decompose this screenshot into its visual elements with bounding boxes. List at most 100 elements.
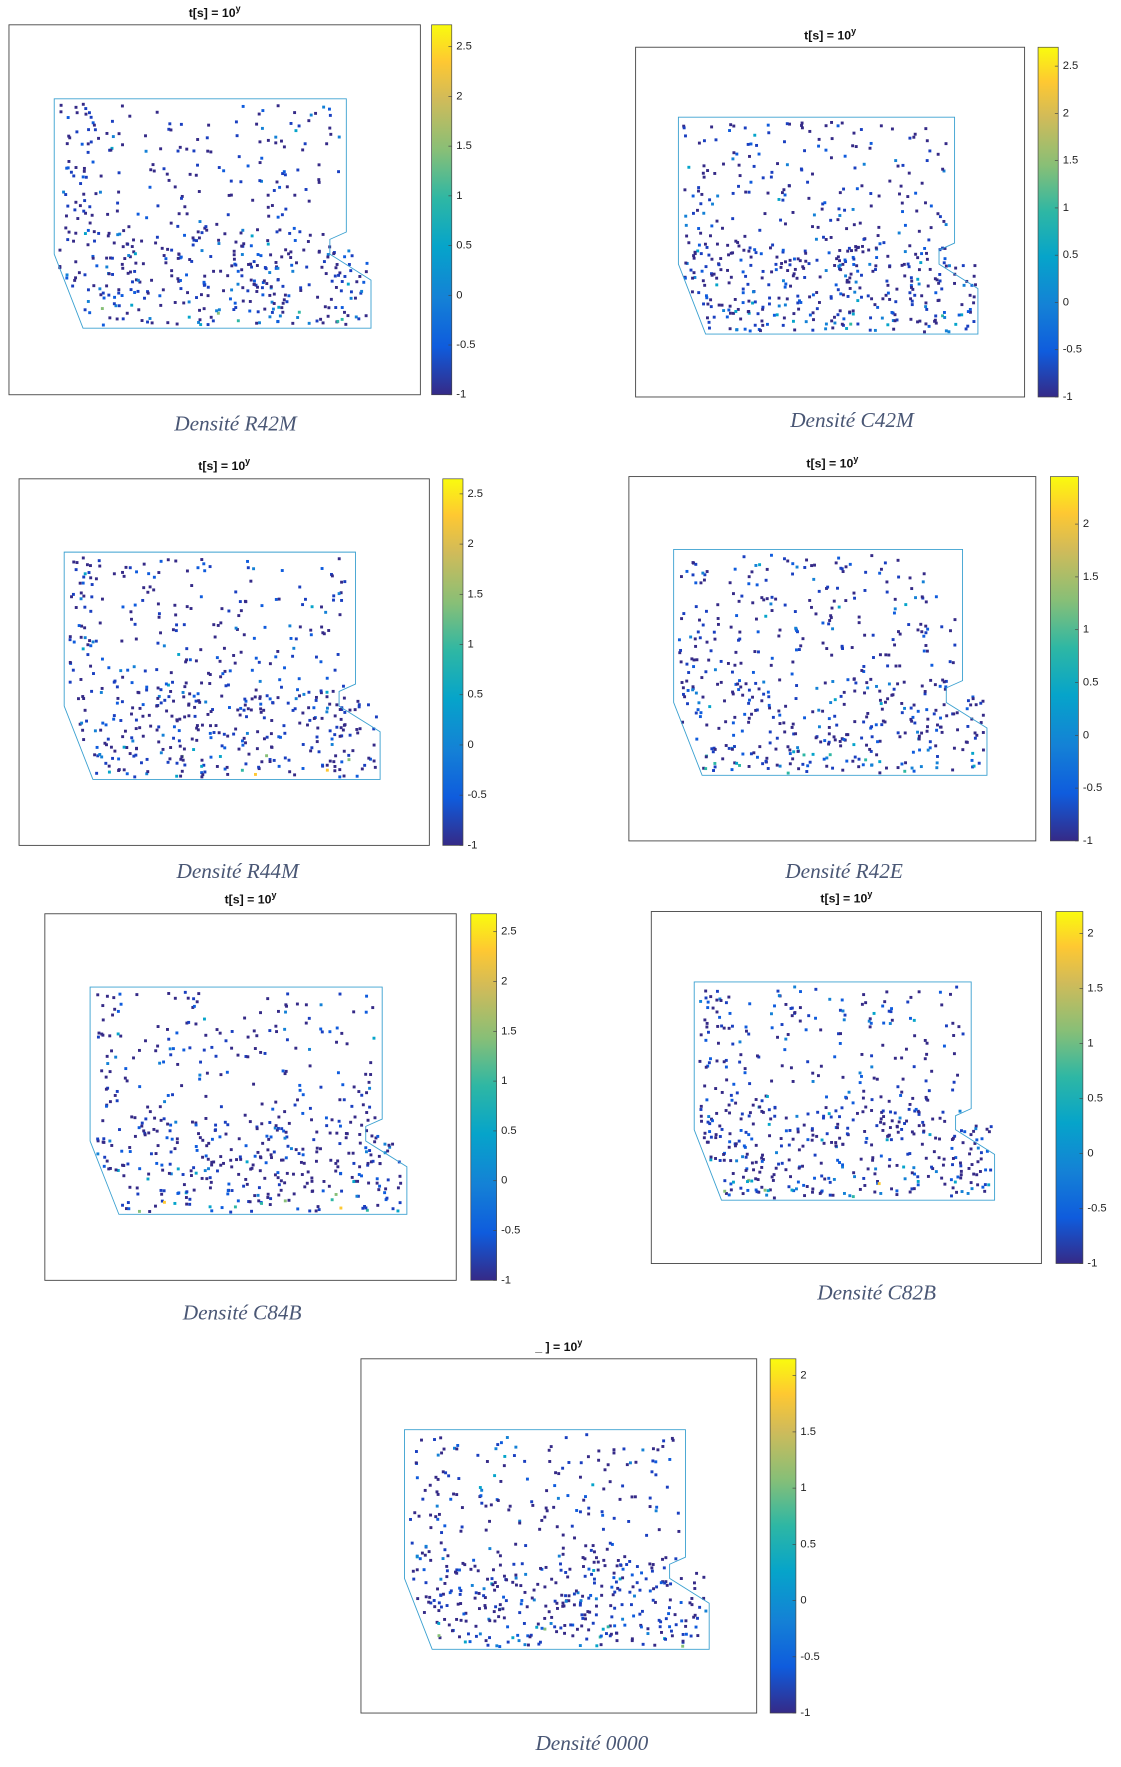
density-cell xyxy=(974,1127,978,1131)
density-cell xyxy=(903,223,907,227)
density-cell xyxy=(630,1639,634,1643)
density-cell xyxy=(570,1524,574,1528)
density-cell xyxy=(498,1554,502,1558)
density-cell xyxy=(116,233,120,237)
density-cell xyxy=(724,1058,728,1062)
density-cell xyxy=(842,737,846,741)
density-cell xyxy=(756,1178,760,1182)
density-cell xyxy=(246,289,250,293)
density-cell xyxy=(869,141,873,145)
density-cell xyxy=(258,321,261,325)
density-cell xyxy=(345,1042,349,1046)
density-cell xyxy=(212,1160,216,1164)
density-cell xyxy=(505,1436,509,1439)
colorbar-tick-label: 2.5 xyxy=(456,41,472,53)
density-cell xyxy=(593,1550,596,1554)
density-cell xyxy=(728,304,732,308)
density-cell xyxy=(163,698,167,702)
density-cell xyxy=(173,603,177,607)
density-cell xyxy=(125,242,129,246)
density-cell xyxy=(951,1021,955,1025)
density-cell xyxy=(325,710,329,714)
density-cell xyxy=(544,1565,548,1569)
density-cell xyxy=(850,249,853,253)
density-cell xyxy=(581,1616,585,1620)
density-cell xyxy=(210,1160,214,1164)
density-cell xyxy=(926,284,930,288)
density-cell xyxy=(82,192,86,196)
density-cell xyxy=(974,1124,978,1128)
density-cell xyxy=(128,255,132,259)
density-cell xyxy=(770,609,774,612)
density-cell xyxy=(219,621,223,625)
density-cell xyxy=(735,761,739,765)
density-cell xyxy=(788,762,792,766)
density-cell xyxy=(252,567,256,571)
density-cell xyxy=(252,260,256,264)
density-cell xyxy=(618,1497,622,1501)
density-cell xyxy=(347,249,351,253)
density-cell xyxy=(130,712,133,716)
density-cell xyxy=(378,1162,382,1165)
density-cell xyxy=(653,1600,657,1604)
density-cell xyxy=(747,575,751,579)
density-cell xyxy=(325,763,329,767)
density-cell xyxy=(154,241,158,245)
density-cell xyxy=(846,1126,850,1130)
density-cell xyxy=(375,1177,379,1181)
density-cell xyxy=(781,198,785,202)
density-cell xyxy=(200,764,204,768)
density-cell xyxy=(767,131,771,135)
density-cell xyxy=(245,715,248,719)
density-cell xyxy=(258,161,262,165)
density-cell xyxy=(927,238,931,242)
density-cell xyxy=(310,1179,314,1183)
density-cell xyxy=(295,1002,299,1006)
density-cell xyxy=(805,770,809,773)
density-cell xyxy=(301,1093,305,1097)
density-cell xyxy=(744,1169,748,1172)
density-cell xyxy=(710,747,714,751)
density-cell xyxy=(870,1065,874,1069)
density-cell xyxy=(281,301,285,305)
density-cell xyxy=(237,747,241,751)
density-cell xyxy=(304,1021,308,1025)
density-cell xyxy=(287,1121,291,1125)
density-cell xyxy=(800,126,804,130)
density-cell xyxy=(695,737,699,741)
density-cell xyxy=(846,249,850,253)
density-cell xyxy=(828,997,832,1001)
density-cell xyxy=(74,260,78,264)
density-cell xyxy=(177,279,181,283)
density-cell xyxy=(847,280,851,284)
density-cell xyxy=(282,298,286,302)
density-cell xyxy=(925,139,929,143)
density-cell xyxy=(887,653,891,657)
density-cell xyxy=(697,701,701,705)
density-cell xyxy=(728,129,732,132)
density-cell xyxy=(337,273,340,277)
density-cell xyxy=(697,186,701,190)
density-cell xyxy=(289,256,293,259)
density-cell xyxy=(627,1520,631,1523)
density-cell xyxy=(128,1146,132,1149)
density-cell xyxy=(973,264,977,268)
density-cell xyxy=(364,1010,368,1014)
density-cell xyxy=(983,1189,987,1193)
density-cell xyxy=(111,135,115,139)
density-cell xyxy=(274,597,278,601)
density-cell xyxy=(74,568,78,572)
density-cell xyxy=(876,305,880,309)
plot-title: t[s] = 10y xyxy=(820,889,872,906)
density-cell xyxy=(587,1512,591,1516)
density-cell xyxy=(202,283,206,287)
density-cell xyxy=(863,691,866,695)
density-cell xyxy=(861,763,865,767)
density-cell xyxy=(181,758,185,762)
density-cell xyxy=(878,689,882,693)
density-cell xyxy=(770,1012,773,1016)
density-cell xyxy=(278,678,282,682)
density-cell xyxy=(223,669,227,673)
density-cell xyxy=(933,318,937,322)
density-cell xyxy=(118,992,122,996)
